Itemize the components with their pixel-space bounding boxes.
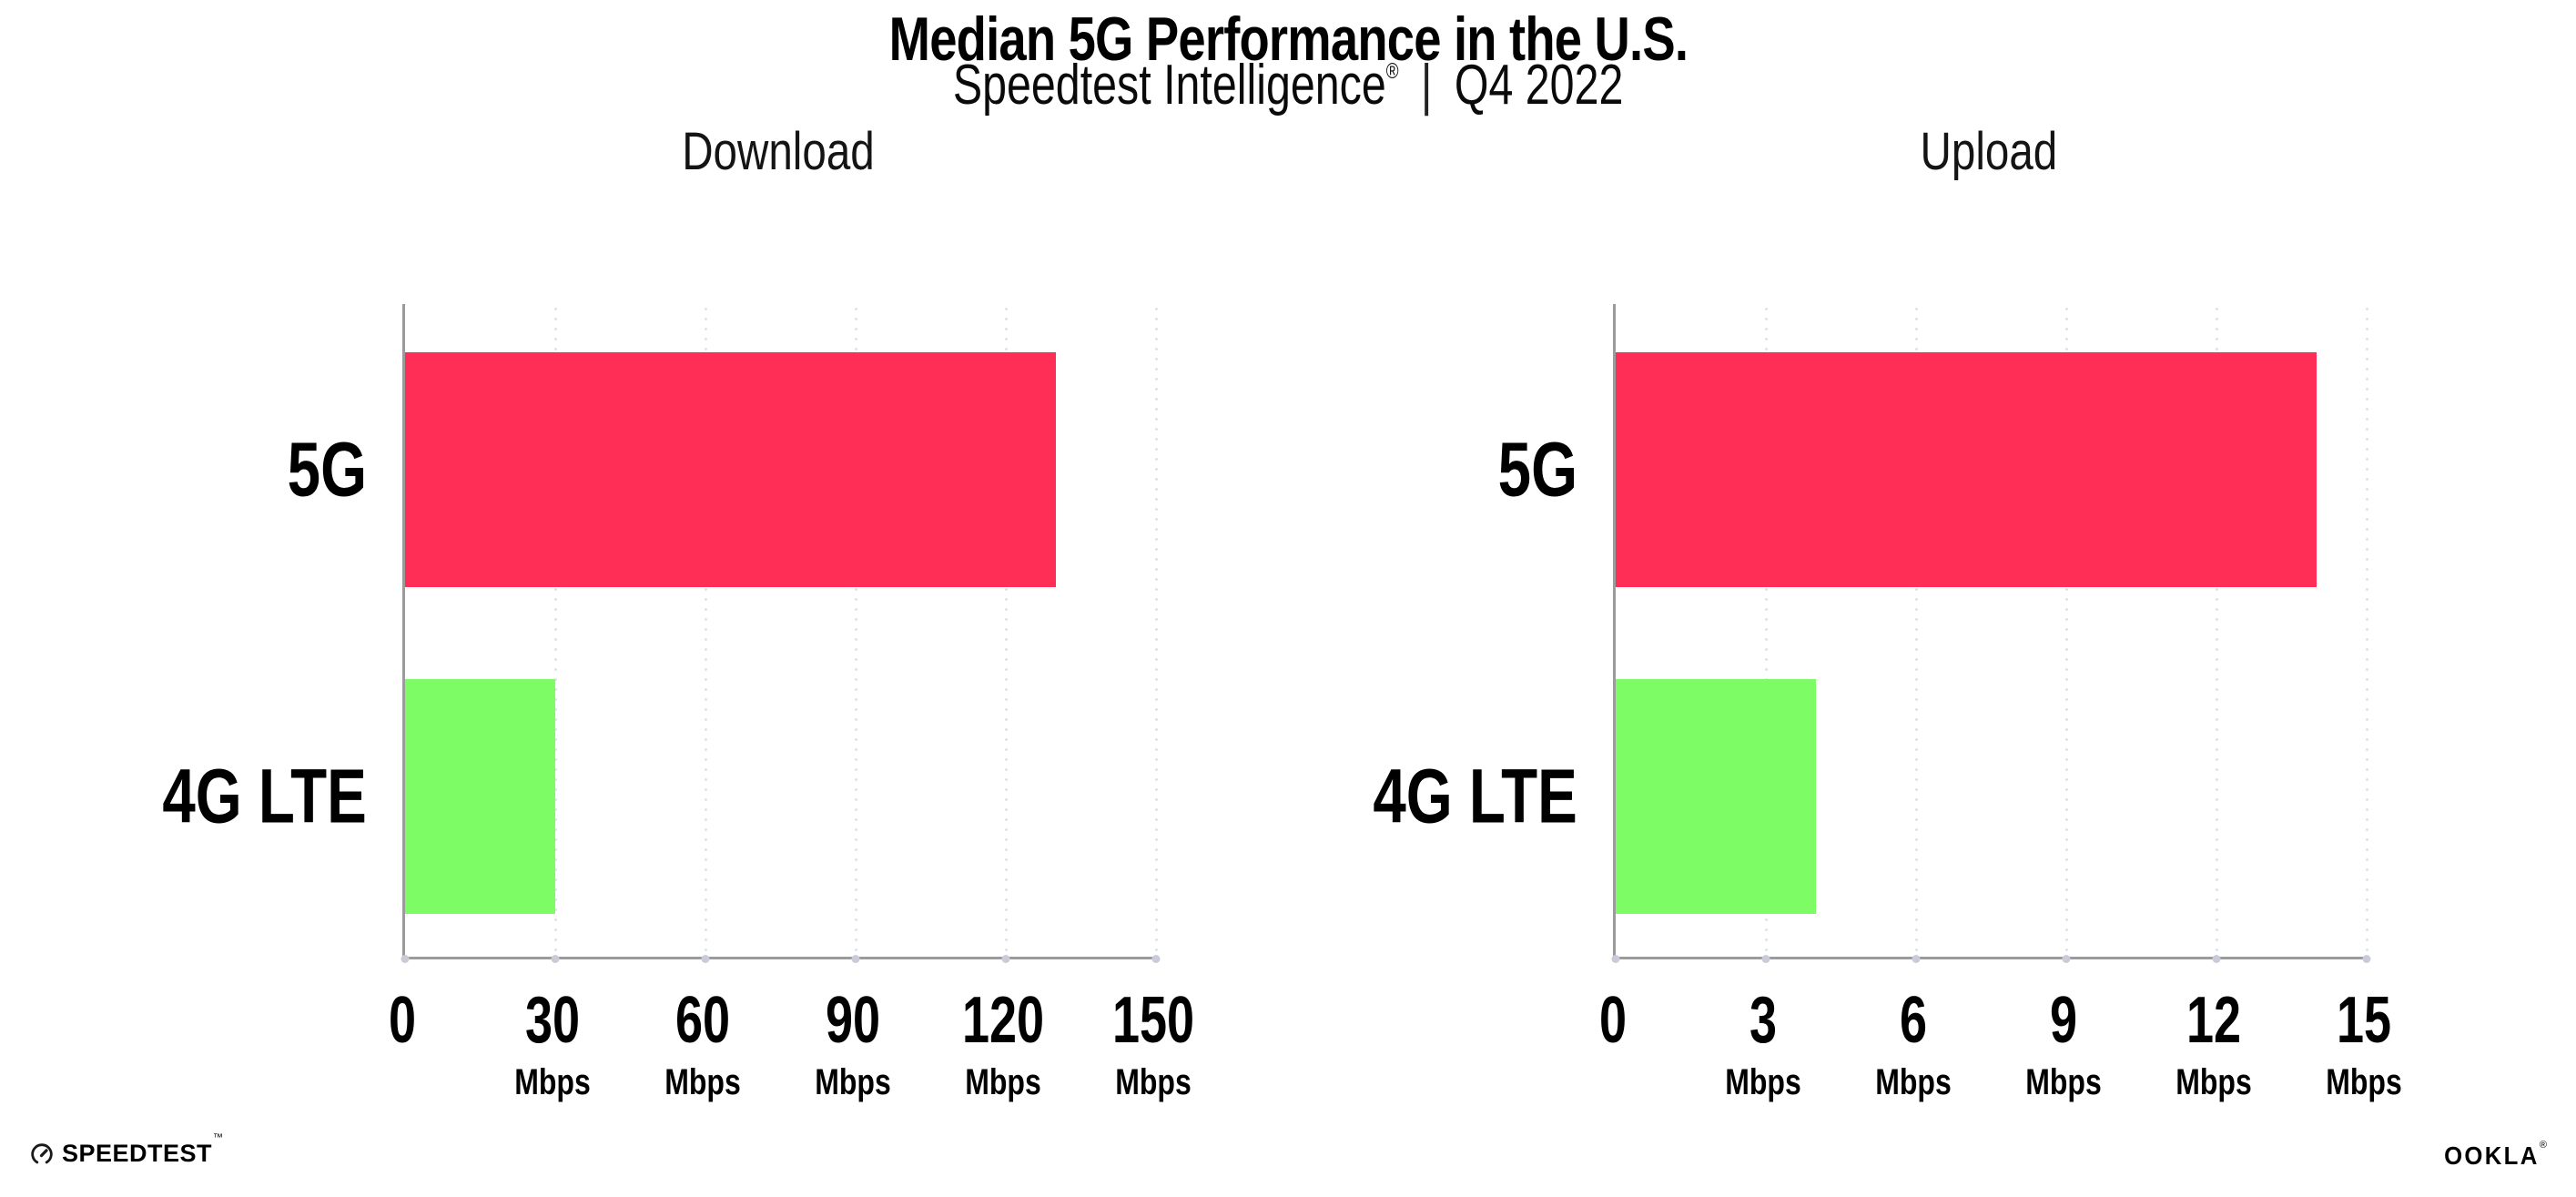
tick-value: 60 bbox=[674, 984, 731, 1057]
bar-5g bbox=[405, 352, 1056, 587]
tick-unit: Mbps bbox=[1875, 1062, 1952, 1102]
axis-tick-dot bbox=[851, 955, 860, 963]
x-tick: 0 bbox=[1595, 988, 1631, 1053]
tick-unit: Mbps bbox=[2175, 1062, 2252, 1102]
axis-tick-dot bbox=[1151, 955, 1161, 963]
download-chart: Download 5G 4G LTE 0 30 Mbps 60 Mbps 90 Mbps 120… bbox=[163, 121, 1195, 1133]
axis-tick-dot bbox=[2062, 955, 2071, 963]
axis-tick-dot bbox=[1611, 955, 1620, 963]
tick-unit: Mbps bbox=[2025, 1062, 2102, 1102]
registered-mark: ® bbox=[1385, 59, 1399, 84]
x-tick: 60 Mbps bbox=[655, 988, 750, 1101]
gridline bbox=[553, 304, 557, 957]
x-tick: 12 Mbps bbox=[2166, 988, 2261, 1101]
bar-4g-lte bbox=[405, 679, 555, 914]
axis-tick-dot bbox=[2362, 955, 2371, 963]
tick-value: 0 bbox=[388, 984, 417, 1057]
gridline bbox=[1914, 304, 1918, 957]
tick-value: 12 bbox=[2186, 984, 2242, 1057]
x-tick: 90 Mbps bbox=[806, 988, 900, 1101]
tick-unit: Mbps bbox=[664, 1062, 741, 1102]
gridline bbox=[854, 304, 857, 957]
x-tick: 9 Mbps bbox=[2016, 988, 2111, 1101]
tick-labels: 0 30 Mbps 60 Mbps 90 Mbps 120 Mbps 150 Mbps bbox=[389, 988, 1194, 1133]
tick-unit: Mbps bbox=[815, 1062, 891, 1102]
upload-chart: Upload 5G 4G LTE 0 3 Mbps 6 Mbps 9 Mbps 12 Mbps 15… bbox=[1374, 121, 2402, 1133]
axis-tick-dot bbox=[1912, 955, 1921, 963]
x-tick: 120 Mbps bbox=[948, 988, 1058, 1101]
ookla-logo-text: OOKLA bbox=[2444, 1141, 2540, 1170]
x-tick: 6 Mbps bbox=[1866, 988, 1961, 1101]
axis-tick-dot bbox=[401, 955, 410, 963]
category-label: 4G LTE bbox=[162, 753, 367, 839]
tick-value: 120 bbox=[961, 984, 1045, 1057]
gridline bbox=[2064, 304, 2068, 957]
x-tick: 3 Mbps bbox=[1716, 988, 1810, 1101]
page-title: Median 5G Performance in the U.S. bbox=[0, 4, 2576, 75]
ookla-logo: OOKLA ® bbox=[2436, 1140, 2547, 1171]
gridline bbox=[2215, 304, 2218, 957]
subtitle-brand: Speedtest Intelligence bbox=[952, 54, 1386, 117]
x-tick: 30 Mbps bbox=[505, 988, 600, 1101]
gridline bbox=[704, 304, 707, 957]
chart-title-upload: Upload bbox=[1920, 122, 2057, 181]
tick-value: 6 bbox=[1899, 984, 1928, 1057]
ookla-registered-mark: ® bbox=[2539, 1140, 2547, 1151]
category-label: 5G bbox=[287, 426, 367, 512]
category-labels: 5G 4G LTE bbox=[1176, 304, 1577, 959]
page-subtitle: Speedtest Intelligence® | Q4 2022 bbox=[0, 53, 2576, 117]
subtitle-period: Q4 2022 bbox=[1454, 54, 1624, 117]
x-tick: 150 Mbps bbox=[1099, 988, 1208, 1101]
tick-value: 3 bbox=[1749, 984, 1778, 1057]
tick-unit: Mbps bbox=[1725, 1062, 1801, 1102]
tick-unit: Mbps bbox=[965, 1062, 1041, 1102]
category-label: 5G bbox=[1497, 426, 1577, 512]
tick-unit: Mbps bbox=[514, 1062, 591, 1102]
speedtest-logo: SPEEDTEST™ bbox=[30, 1132, 223, 1168]
category-label: 4G LTE bbox=[1373, 753, 1577, 839]
axis-tick-dot bbox=[2212, 955, 2221, 963]
plot-area bbox=[401, 304, 1161, 963]
x-tick: 0 bbox=[384, 988, 421, 1053]
gridline bbox=[1004, 304, 1008, 957]
axis-tick-dot bbox=[1001, 955, 1010, 963]
page-title-text: Median 5G Performance in the U.S. bbox=[888, 5, 1688, 74]
category-labels: 5G 4G LTE bbox=[0, 304, 367, 959]
gridline bbox=[2365, 304, 2368, 957]
bar-4g-lte bbox=[1616, 679, 1816, 914]
tick-value: 0 bbox=[1598, 984, 1628, 1057]
gridline bbox=[1154, 304, 1158, 957]
gridline bbox=[1764, 304, 1768, 957]
tick-labels: 0 3 Mbps 6 Mbps 9 Mbps 12 Mbps 15 Mbps bbox=[1599, 988, 2402, 1133]
plot-area bbox=[1611, 304, 2371, 963]
axis-tick-dot bbox=[701, 955, 710, 963]
chart-title-download: Download bbox=[681, 122, 875, 181]
axis-tick-dot bbox=[1761, 955, 1770, 963]
trademark-symbol: ™ bbox=[213, 1132, 224, 1143]
axis-tick-dot bbox=[551, 955, 560, 963]
speedtest-logo-text: SPEEDTEST bbox=[62, 1140, 213, 1167]
speedtest-gauge-icon bbox=[31, 1142, 53, 1163]
tick-value: 30 bbox=[524, 984, 581, 1057]
subtitle-divider: | bbox=[1420, 54, 1433, 117]
x-tick: 15 Mbps bbox=[2317, 988, 2411, 1101]
tick-value: 15 bbox=[2336, 984, 2392, 1057]
tick-value: 90 bbox=[825, 984, 881, 1057]
tick-value: 9 bbox=[2049, 984, 2078, 1057]
tick-value: 150 bbox=[1111, 984, 1195, 1057]
bar-5g bbox=[1616, 352, 2317, 587]
tick-unit: Mbps bbox=[2326, 1062, 2402, 1102]
tick-unit: Mbps bbox=[1115, 1062, 1192, 1102]
